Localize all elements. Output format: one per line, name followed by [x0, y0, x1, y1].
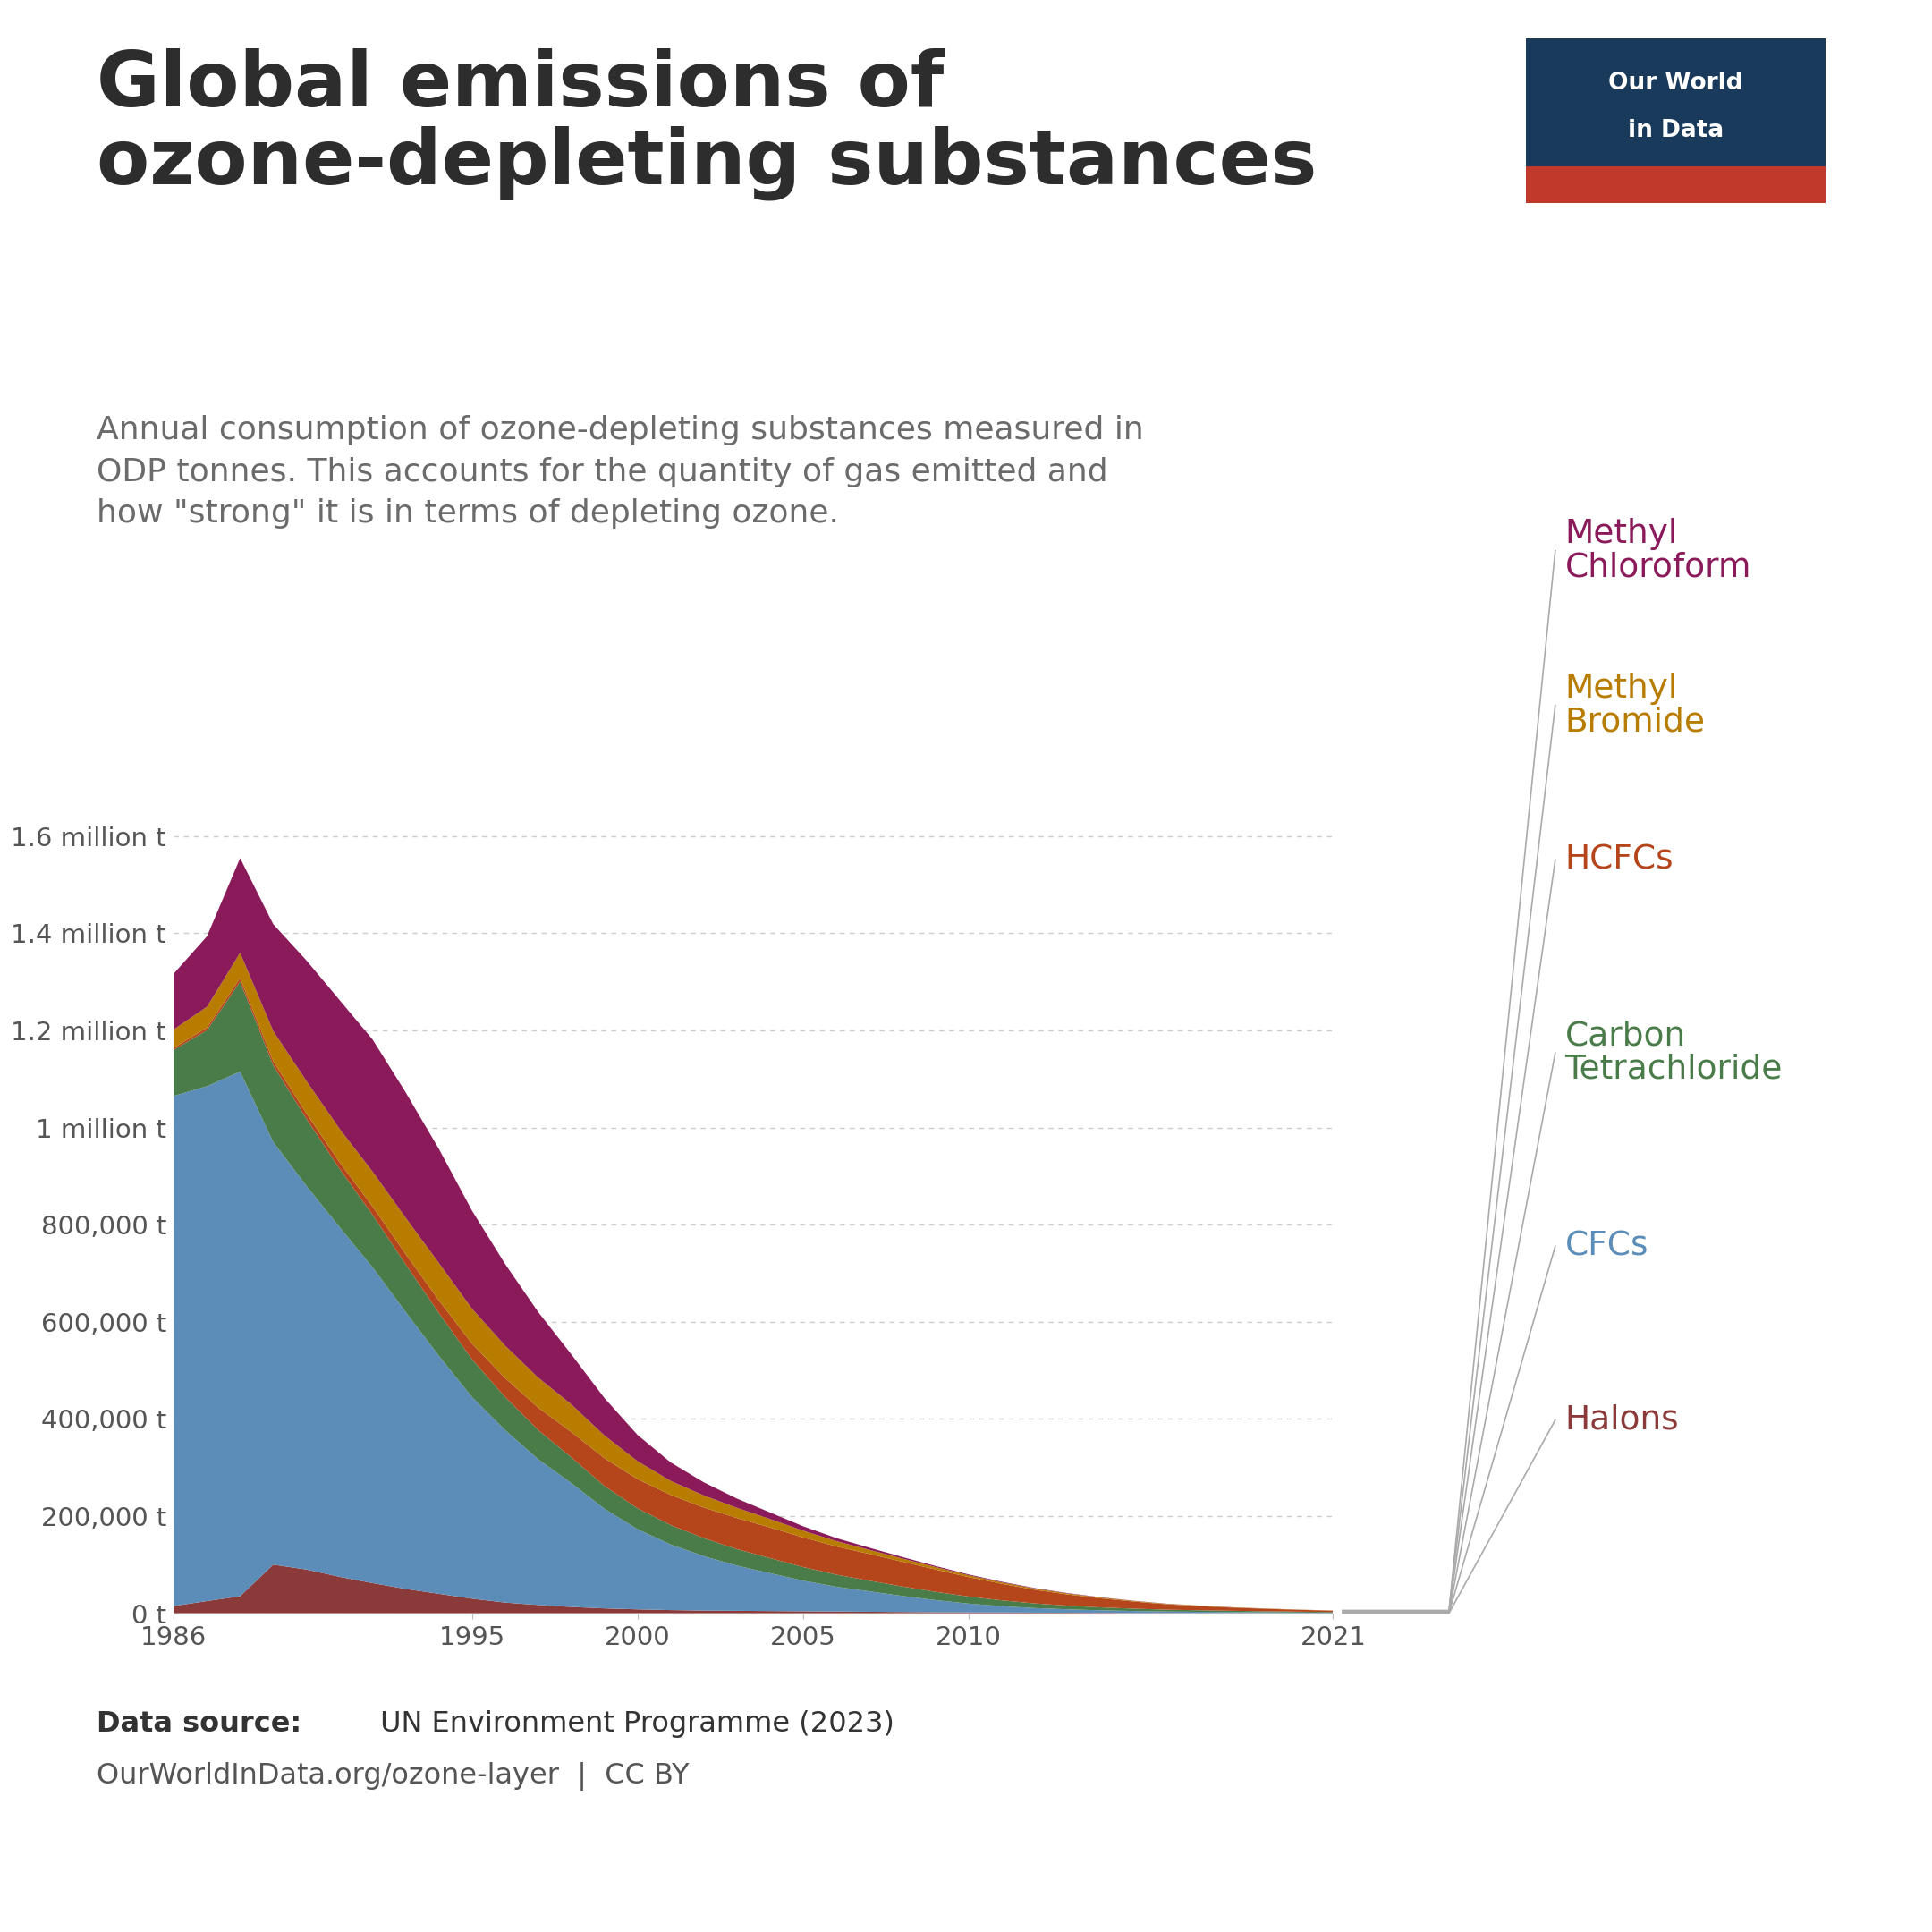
Text: in Data: in Data	[1629, 120, 1723, 143]
Text: Halons: Halons	[1565, 1405, 1679, 1435]
Text: Methyl
Bromide: Methyl Bromide	[1565, 672, 1706, 738]
Text: Data source:: Data source:	[97, 1710, 301, 1737]
Text: Annual consumption of ozone-depleting substances measured in
ODP tonnes. This ac: Annual consumption of ozone-depleting su…	[97, 415, 1144, 527]
Text: Our World: Our World	[1609, 71, 1743, 95]
Text: Methyl
Chloroform: Methyl Chloroform	[1565, 518, 1750, 583]
Text: Carbon
Tetrachloride: Carbon Tetrachloride	[1565, 1020, 1783, 1086]
Text: CFCs: CFCs	[1565, 1231, 1648, 1262]
Text: OurWorldInData.org/ozone-layer  |  CC BY: OurWorldInData.org/ozone-layer | CC BY	[97, 1762, 690, 1791]
Bar	[1526, 39, 1826, 166]
Bar	[1526, 166, 1826, 203]
Text: UN Environment Programme (2023): UN Environment Programme (2023)	[371, 1710, 895, 1737]
Text: Global emissions of
ozone-depleting substances: Global emissions of ozone-depleting subs…	[97, 48, 1318, 201]
Text: HCFCs: HCFCs	[1565, 844, 1673, 875]
